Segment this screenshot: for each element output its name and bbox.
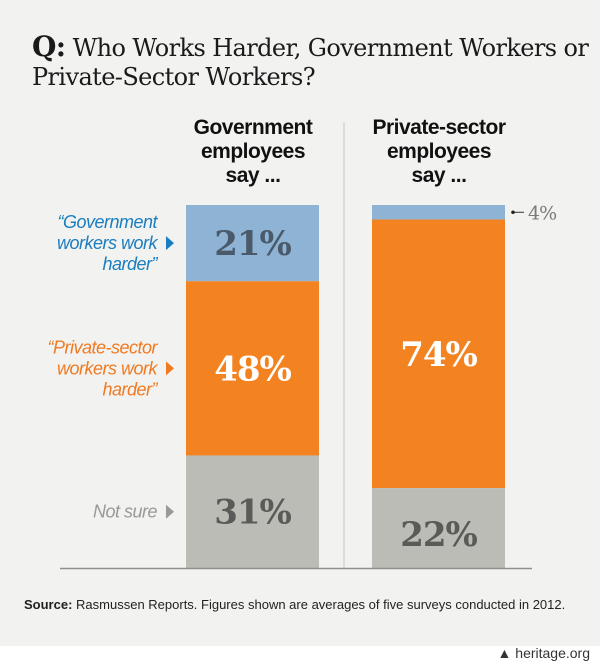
bar-segment bbox=[186, 205, 319, 282]
title-prefix: Q: bbox=[32, 30, 66, 63]
source-label: Source: bbox=[24, 597, 73, 612]
bar-segment bbox=[372, 488, 505, 568]
footer-brand: ▲ heritage.org bbox=[498, 645, 590, 661]
bar-segment bbox=[372, 219, 505, 489]
header-line: Private-sector bbox=[372, 116, 506, 139]
legend-label: harder” bbox=[102, 254, 158, 274]
bar-segment bbox=[186, 455, 319, 568]
value-label: 21% bbox=[214, 224, 291, 264]
leader-dot bbox=[511, 210, 515, 215]
header-line: say ... bbox=[411, 164, 467, 187]
value-label: 22% bbox=[400, 515, 477, 555]
chart-title: Q: Who Works Harder, Government Workers … bbox=[32, 32, 592, 92]
arrow-right-icon bbox=[166, 361, 174, 376]
legend-label: “Private-sector bbox=[47, 337, 158, 357]
legend-label: harder” bbox=[102, 379, 158, 399]
header-line: Government bbox=[193, 116, 313, 139]
column-header-government: Government employees say ... bbox=[163, 116, 343, 188]
bar-segment bbox=[372, 205, 505, 220]
bar-segment bbox=[186, 281, 319, 456]
header-line: employees bbox=[386, 140, 492, 163]
header-line: say ... bbox=[225, 164, 281, 187]
legend-label: workers work bbox=[57, 233, 159, 253]
value-label: 74% bbox=[400, 335, 477, 375]
title-text: Who Works Harder, Government Workers or … bbox=[32, 34, 589, 91]
value-label: 4% bbox=[528, 202, 556, 224]
source-note: Source: Rasmussen Reports. Figures shown… bbox=[24, 597, 565, 612]
footer-text: heritage.org bbox=[515, 645, 590, 661]
header-line: employees bbox=[200, 140, 306, 163]
arrow-right-icon bbox=[166, 504, 174, 519]
legend-label: “Government bbox=[57, 212, 158, 232]
legend-label: Not sure bbox=[93, 502, 158, 522]
value-label: 31% bbox=[214, 493, 291, 533]
bell-icon: ▲ bbox=[497, 645, 512, 661]
value-label: 48% bbox=[214, 349, 291, 389]
legend-label: workers work bbox=[57, 358, 159, 378]
arrow-right-icon bbox=[166, 236, 174, 251]
source-text: Rasmussen Reports. Figures shown are ave… bbox=[76, 597, 566, 612]
column-header-private: Private-sector employees say ... bbox=[349, 116, 529, 188]
